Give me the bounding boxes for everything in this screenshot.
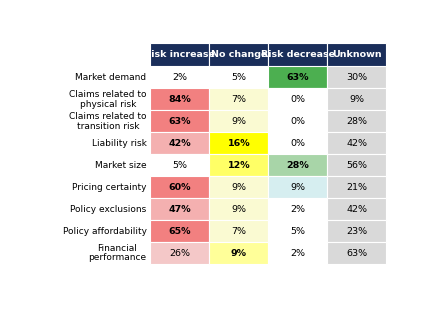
Text: 16%: 16% <box>228 139 250 148</box>
Bar <box>209 242 268 264</box>
Text: Market size: Market size <box>95 161 146 170</box>
Text: Policy exclusions: Policy exclusions <box>70 205 146 214</box>
Bar <box>209 220 268 242</box>
Text: No change: No change <box>211 50 267 59</box>
Text: 9%: 9% <box>231 183 247 192</box>
Text: Unknown: Unknown <box>332 50 381 59</box>
Text: 2%: 2% <box>290 205 305 214</box>
Bar <box>209 176 268 198</box>
Text: Liability risk: Liability risk <box>92 139 146 148</box>
Text: 28%: 28% <box>346 117 367 126</box>
Bar <box>268 88 327 111</box>
Text: 5%: 5% <box>290 226 305 236</box>
Bar <box>268 154 327 176</box>
Text: 30%: 30% <box>346 73 367 82</box>
Text: 9%: 9% <box>349 95 364 104</box>
Bar <box>150 242 209 264</box>
Text: Pricing certainty: Pricing certainty <box>72 183 146 192</box>
Bar <box>150 198 209 220</box>
Text: 0%: 0% <box>290 95 305 104</box>
Text: Risk decrease: Risk decrease <box>261 50 335 59</box>
Text: Policy affordability: Policy affordability <box>63 226 146 236</box>
Text: 28%: 28% <box>286 161 309 170</box>
Text: 65%: 65% <box>168 226 191 236</box>
Text: 7%: 7% <box>231 95 247 104</box>
Text: 63%: 63% <box>168 117 191 126</box>
Text: 26%: 26% <box>169 249 191 257</box>
Text: 56%: 56% <box>346 161 367 170</box>
Bar <box>209 132 268 154</box>
Text: 0%: 0% <box>290 117 305 126</box>
Text: 5%: 5% <box>231 73 247 82</box>
Bar <box>268 111 327 132</box>
Bar <box>268 67 327 88</box>
Bar <box>327 132 386 154</box>
Bar <box>268 242 327 264</box>
Bar <box>268 132 327 154</box>
Text: 84%: 84% <box>168 95 191 104</box>
Text: Market demand: Market demand <box>75 73 146 82</box>
Bar <box>150 43 209 67</box>
Bar <box>327 176 386 198</box>
Bar <box>150 220 209 242</box>
Bar <box>209 43 268 67</box>
Bar <box>209 88 268 111</box>
Text: Financial
performance: Financial performance <box>89 244 146 262</box>
Bar <box>268 43 327 67</box>
Text: 63%: 63% <box>346 249 367 257</box>
Bar <box>327 242 386 264</box>
Text: Claims related to
physical risk: Claims related to physical risk <box>69 90 146 109</box>
Bar <box>268 176 327 198</box>
Bar <box>150 176 209 198</box>
Text: 9%: 9% <box>231 205 247 214</box>
Bar <box>327 154 386 176</box>
Text: 23%: 23% <box>346 226 367 236</box>
Bar <box>150 67 209 88</box>
Text: 9%: 9% <box>290 183 305 192</box>
Bar <box>209 67 268 88</box>
Bar <box>327 111 386 132</box>
Text: 2%: 2% <box>172 73 187 82</box>
Bar <box>268 198 327 220</box>
Bar <box>268 220 327 242</box>
Text: 60%: 60% <box>168 183 191 192</box>
Text: 9%: 9% <box>231 117 247 126</box>
Bar <box>150 88 209 111</box>
Text: 42%: 42% <box>168 139 191 148</box>
Text: 63%: 63% <box>287 73 309 82</box>
Text: 42%: 42% <box>346 205 367 214</box>
Text: Claims related to
transition risk: Claims related to transition risk <box>69 112 146 131</box>
Text: 42%: 42% <box>346 139 367 148</box>
Text: 5%: 5% <box>172 161 187 170</box>
Text: 7%: 7% <box>231 226 247 236</box>
Bar <box>327 43 386 67</box>
Bar <box>209 111 268 132</box>
Bar <box>150 132 209 154</box>
Text: 2%: 2% <box>290 249 305 257</box>
Bar <box>327 67 386 88</box>
Bar <box>327 88 386 111</box>
Text: 47%: 47% <box>168 205 191 214</box>
Bar <box>150 111 209 132</box>
Text: 21%: 21% <box>346 183 367 192</box>
Bar <box>209 154 268 176</box>
Bar <box>209 198 268 220</box>
Bar <box>150 154 209 176</box>
Bar <box>327 220 386 242</box>
Text: 0%: 0% <box>290 139 305 148</box>
Text: 9%: 9% <box>231 249 247 257</box>
Text: Risk increase: Risk increase <box>145 50 215 59</box>
Text: 12%: 12% <box>228 161 250 170</box>
Bar <box>327 198 386 220</box>
